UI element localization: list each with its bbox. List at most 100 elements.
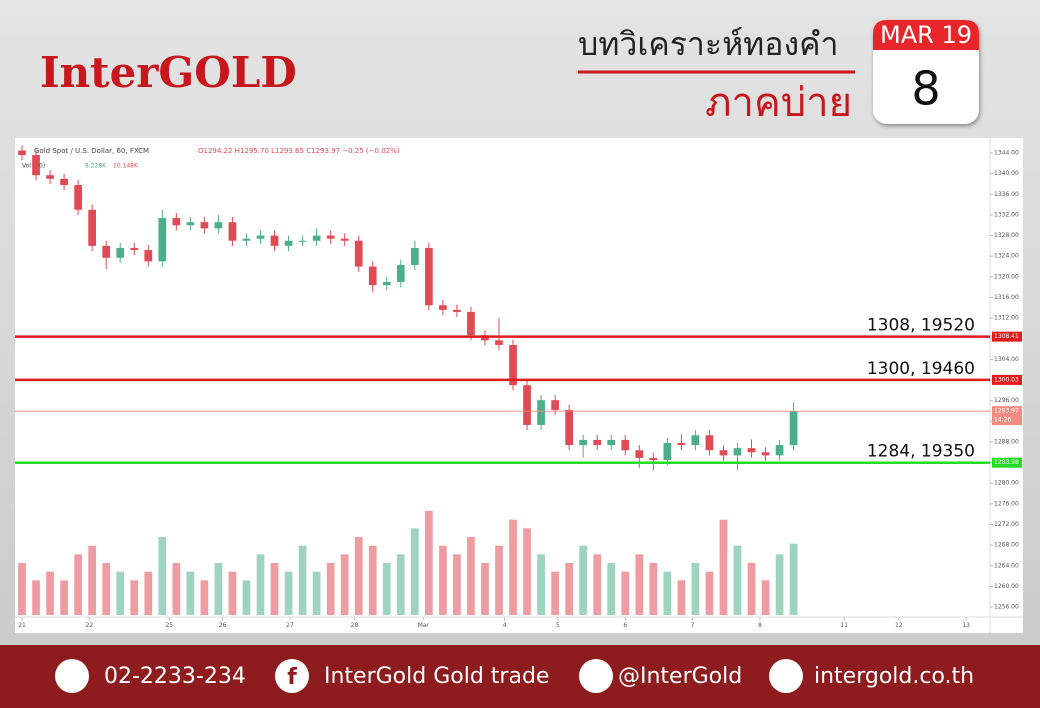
level-label: 1284, 19350 xyxy=(867,442,975,462)
volume-bar xyxy=(60,580,68,615)
candle-body xyxy=(593,439,602,446)
candle-body xyxy=(256,235,265,239)
x-tick-label: 11 xyxy=(840,622,848,629)
x-tick-label: 5 xyxy=(556,622,560,629)
volume-bar xyxy=(228,571,237,615)
volume-bar xyxy=(509,519,517,615)
y-tick-label: 1280.00 xyxy=(994,480,1019,487)
chart-panel xyxy=(15,138,1023,633)
x-tick-label: 28 xyxy=(351,622,359,629)
candle-body xyxy=(565,409,573,446)
x-tick-label: Mar xyxy=(418,622,430,629)
volume-bar xyxy=(340,554,349,615)
volume-bar xyxy=(144,571,153,615)
y-tick-label: 1256.00 xyxy=(994,604,1019,611)
level-tag-label: 1308.41 xyxy=(994,333,1019,340)
candle-body xyxy=(396,264,405,283)
candle-body xyxy=(74,185,82,210)
phone-icon xyxy=(55,659,89,693)
volume-bar xyxy=(312,571,321,615)
volume-bar xyxy=(158,537,167,615)
level-tag-label: 1300.03 xyxy=(994,376,1019,383)
candle-body xyxy=(312,235,321,241)
last-price-tag xyxy=(992,406,1022,426)
volume-bar xyxy=(565,563,573,615)
y-tick-label: 1272.00 xyxy=(994,521,1019,528)
candle-body xyxy=(439,305,447,310)
volume-bar xyxy=(284,571,293,615)
volume-bar xyxy=(242,580,251,615)
chart-title: Gold Spot / U.S. Dollar, 60, FXCM xyxy=(34,147,149,155)
calendar-band xyxy=(873,20,979,50)
candle-body xyxy=(607,439,616,446)
candle-body xyxy=(382,282,391,286)
candle-body xyxy=(453,309,461,312)
candle-body xyxy=(172,218,181,226)
footer-phone: 02-2233-234 xyxy=(104,664,246,689)
y-tick-label: 1324.00 xyxy=(994,253,1019,260)
candle-body xyxy=(789,411,798,446)
volume-bar xyxy=(705,571,714,615)
y-tick-label: 1296.00 xyxy=(994,397,1019,404)
volume-bar xyxy=(677,580,686,615)
candle-body xyxy=(228,222,237,241)
volume-bar xyxy=(298,545,307,615)
y-tick-label: 1340.00 xyxy=(994,170,1019,177)
volume-bar xyxy=(256,554,265,615)
volume-ma-text: 10.148K xyxy=(113,163,139,170)
volume-bar xyxy=(467,537,475,615)
candle-body xyxy=(186,222,195,226)
candle-body xyxy=(102,245,111,258)
candle-body xyxy=(747,448,756,453)
calendar-month: MAR 19 xyxy=(880,21,972,49)
volume-bar xyxy=(579,545,588,615)
volume-bar xyxy=(186,571,195,615)
level-tag-label: 1283.98 xyxy=(994,459,1019,466)
volume-bar xyxy=(326,563,335,615)
volume-bar xyxy=(200,580,209,615)
volume-bar xyxy=(172,563,181,615)
candle-body xyxy=(270,235,279,246)
x-tick-label: 4 xyxy=(503,622,507,629)
volume-bar xyxy=(116,571,125,615)
y-tick-label: 1264.00 xyxy=(994,562,1019,569)
volume-bar xyxy=(607,563,616,615)
candle-body xyxy=(326,235,335,239)
y-tick-label: 1316.00 xyxy=(994,294,1019,301)
subtitle: ภาคบ่าย xyxy=(705,80,852,126)
volume-bar xyxy=(593,554,602,615)
candle-body xyxy=(691,435,700,446)
calendar xyxy=(873,20,979,124)
x-tick-label: 8 xyxy=(758,622,762,629)
candle-body xyxy=(410,247,419,265)
web-icon xyxy=(769,659,803,693)
volume-bar xyxy=(691,563,700,615)
candle-body xyxy=(340,238,349,241)
volume-bar xyxy=(424,511,433,615)
candle-body xyxy=(663,442,672,461)
volume-bar xyxy=(649,563,658,615)
volume-bar xyxy=(18,563,26,615)
candle-body xyxy=(677,442,686,446)
x-tick-label: 22 xyxy=(86,622,94,629)
brand: InterGOLD xyxy=(40,48,297,97)
last-price-label: 1293.97 xyxy=(994,408,1019,415)
candle-body xyxy=(242,238,251,241)
candle-body xyxy=(130,247,139,251)
calendar-day: 8 xyxy=(911,62,940,116)
candle-body xyxy=(46,175,54,179)
candle-body xyxy=(775,445,784,456)
candle-body xyxy=(649,457,658,461)
candle-body xyxy=(579,439,588,446)
candle-body xyxy=(621,439,630,451)
volume-bar xyxy=(789,543,798,615)
ohlc-text: O1294.22 H1295.70 L1293.65 C1293.97 −0.2… xyxy=(198,147,400,155)
facebook-icon xyxy=(275,659,309,693)
volume-bar xyxy=(733,545,742,615)
y-tick-label: 1320.00 xyxy=(994,273,1019,280)
volume-bar xyxy=(74,554,82,615)
y-tick-label: 1304.00 xyxy=(994,356,1019,363)
candle-body xyxy=(144,250,153,262)
plot: 1256.00 1260.00 1264.00 1268.00 1272.00 1276.… xyxy=(15,145,1022,629)
volume-bar xyxy=(130,580,139,615)
